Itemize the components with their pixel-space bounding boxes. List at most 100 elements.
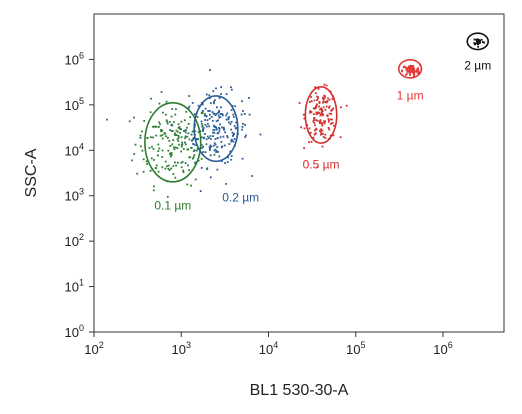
data-point <box>217 151 219 153</box>
data-point <box>241 126 244 128</box>
data-point <box>202 151 205 153</box>
data-point <box>225 118 228 121</box>
data-point <box>232 116 235 118</box>
series-points <box>473 38 486 48</box>
data-point <box>204 151 207 154</box>
data-point <box>207 110 210 112</box>
data-point <box>165 119 168 122</box>
data-point <box>322 100 325 103</box>
y-axis-title: SSC-A <box>23 148 40 197</box>
gate-ellipse <box>466 32 490 51</box>
data-point <box>231 131 234 134</box>
x-tick-label: 104 <box>259 340 278 357</box>
data-point <box>213 153 216 156</box>
y-tick-label: 105 <box>65 96 84 113</box>
data-point <box>214 99 216 102</box>
data-point <box>179 131 181 134</box>
data-point <box>312 107 315 110</box>
data-point <box>157 170 160 173</box>
data-point <box>212 135 214 137</box>
data-point <box>201 103 204 106</box>
data-point <box>324 120 326 123</box>
data-point <box>331 109 333 111</box>
data-point <box>171 108 174 110</box>
data-point <box>218 126 220 129</box>
data-point <box>215 128 218 131</box>
data-point <box>219 116 222 118</box>
data-point <box>210 138 212 140</box>
data-point <box>329 134 332 137</box>
data-point <box>327 127 330 129</box>
data-point <box>217 114 220 117</box>
data-point <box>323 83 326 86</box>
data-point <box>309 131 312 134</box>
data-point <box>194 123 196 126</box>
data-point <box>215 113 218 115</box>
data-point <box>478 39 481 41</box>
data-point <box>409 74 411 76</box>
data-point <box>158 102 161 105</box>
data-point <box>230 128 233 131</box>
data-point <box>149 169 152 172</box>
data-point <box>418 72 421 74</box>
data-point <box>318 102 321 104</box>
data-point <box>232 135 234 137</box>
data-point <box>180 150 183 153</box>
x-tick-label: 103 <box>172 340 191 357</box>
gate-ellipse <box>144 101 202 183</box>
data-point <box>251 175 254 177</box>
data-point <box>176 147 179 149</box>
data-point <box>173 148 176 151</box>
data-point <box>315 119 317 121</box>
data-point <box>160 129 162 131</box>
data-point <box>218 109 221 112</box>
data-point <box>202 145 204 148</box>
data-point <box>328 106 330 109</box>
data-point <box>417 67 419 69</box>
data-point <box>312 120 315 123</box>
data-point <box>180 120 183 123</box>
data-point <box>230 86 232 89</box>
data-point <box>328 112 331 115</box>
data-point <box>406 72 408 75</box>
data-point <box>205 143 208 146</box>
data-point <box>412 65 414 68</box>
data-point <box>153 159 155 161</box>
data-point <box>221 114 224 117</box>
data-point <box>407 69 410 72</box>
data-point <box>215 87 217 90</box>
data-point <box>196 148 199 150</box>
data-point <box>197 104 200 107</box>
data-point <box>188 156 191 159</box>
data-point <box>139 134 142 137</box>
data-point <box>200 111 203 114</box>
data-point <box>219 113 222 115</box>
plot-area <box>93 13 505 333</box>
data-point <box>230 158 233 161</box>
data-point <box>225 93 228 95</box>
data-point <box>153 185 155 188</box>
data-point <box>206 168 208 171</box>
data-point <box>322 97 325 100</box>
data-point <box>175 108 177 111</box>
data-point <box>473 38 476 41</box>
data-point <box>206 135 209 138</box>
data-point <box>339 136 342 139</box>
data-point <box>416 71 419 74</box>
data-point <box>200 158 203 160</box>
data-point <box>224 131 226 134</box>
data-point <box>319 119 322 122</box>
y-tick-label: 101 <box>65 278 84 295</box>
data-point <box>477 45 479 48</box>
data-point <box>214 114 217 116</box>
data-point <box>321 145 324 148</box>
data-point <box>183 130 185 132</box>
data-point <box>318 112 321 114</box>
data-point <box>174 176 177 179</box>
data-point <box>158 147 161 150</box>
data-point <box>231 139 233 142</box>
data-point <box>191 102 194 104</box>
data-point <box>314 107 317 109</box>
data-point <box>229 123 232 125</box>
